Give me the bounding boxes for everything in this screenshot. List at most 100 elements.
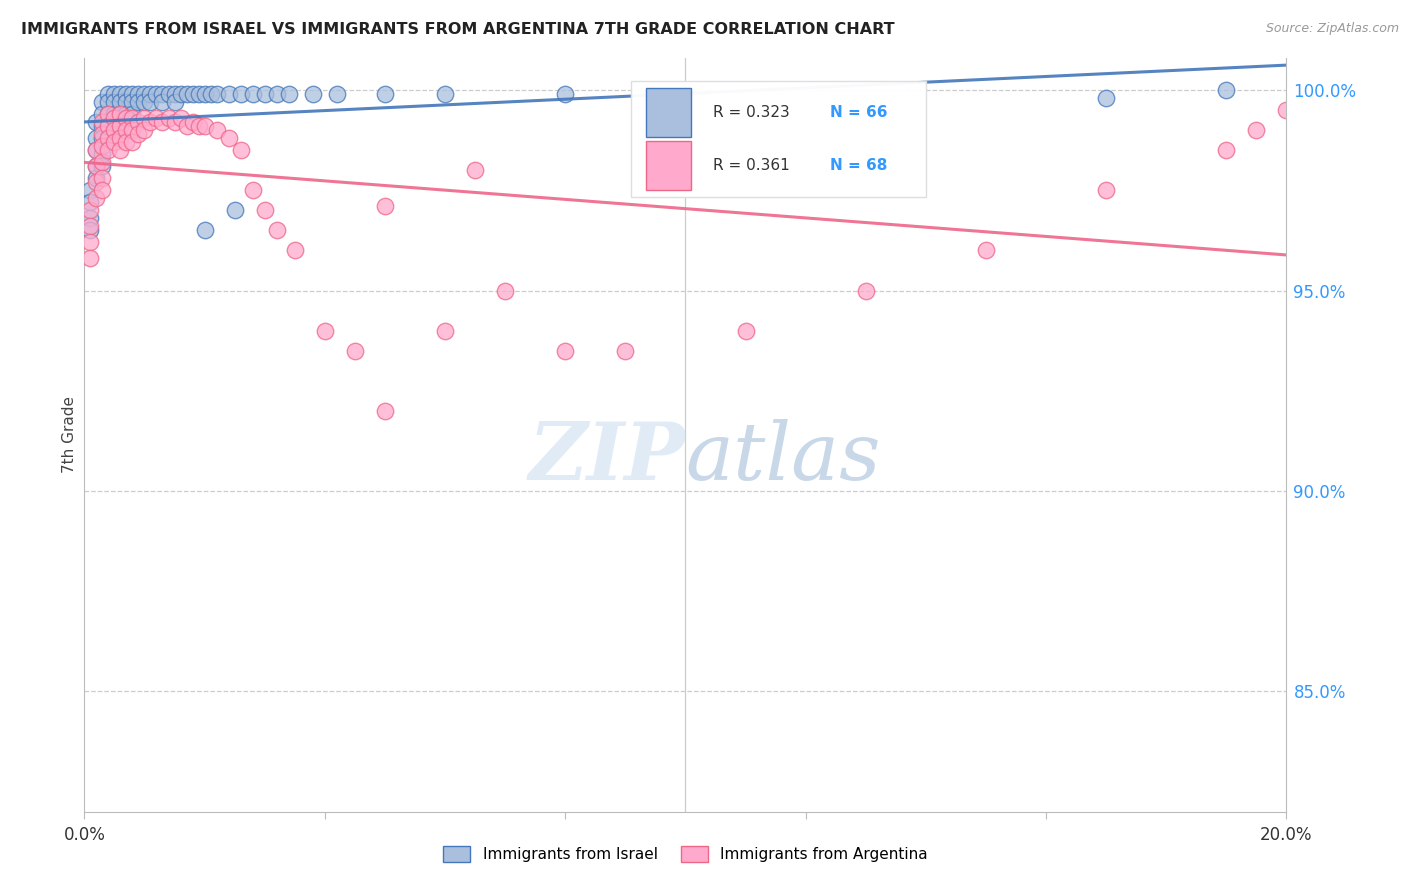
Point — [242, 87, 264, 101]
Point — [494, 284, 516, 298]
Point — [229, 143, 252, 157]
Point — [176, 119, 198, 133]
Bar — [645, 87, 692, 136]
Text: R = 0.323: R = 0.323 — [713, 104, 790, 120]
Point — [91, 115, 114, 129]
Point — [434, 324, 457, 338]
Point — [157, 87, 180, 101]
Point — [91, 127, 114, 141]
Bar — [645, 141, 692, 190]
Point — [134, 111, 156, 125]
Point — [115, 107, 138, 121]
Text: Source: ZipAtlas.com: Source: ZipAtlas.com — [1265, 22, 1399, 36]
Point — [181, 115, 204, 129]
Point — [103, 87, 125, 101]
Point — [145, 87, 167, 101]
Point — [242, 183, 264, 197]
Point — [110, 95, 132, 109]
Point — [79, 235, 101, 250]
Point — [229, 87, 252, 101]
Point — [110, 119, 132, 133]
Text: R = 0.361: R = 0.361 — [713, 159, 790, 173]
Point — [253, 203, 276, 218]
Point — [194, 87, 217, 101]
Point — [181, 87, 204, 101]
Text: ZIP: ZIP — [529, 418, 686, 496]
Point — [115, 95, 138, 109]
Text: IMMIGRANTS FROM ISRAEL VS IMMIGRANTS FROM ARGENTINA 7TH GRADE CORRELATION CHART: IMMIGRANTS FROM ISRAEL VS IMMIGRANTS FRO… — [21, 22, 894, 37]
Point — [134, 123, 156, 137]
Point — [91, 131, 114, 145]
Point — [103, 135, 125, 149]
FancyBboxPatch shape — [631, 80, 927, 197]
Point — [974, 244, 997, 258]
Point — [103, 123, 125, 137]
Point — [86, 171, 108, 186]
Point — [1095, 91, 1118, 105]
Point — [91, 95, 114, 109]
Point — [91, 119, 114, 133]
Point — [91, 155, 114, 169]
Point — [152, 95, 174, 109]
Point — [97, 107, 120, 121]
Point — [115, 123, 138, 137]
Text: N = 66: N = 66 — [830, 104, 887, 120]
Point — [103, 95, 125, 109]
Point — [121, 111, 143, 125]
Text: N = 68: N = 68 — [830, 159, 887, 173]
Point — [374, 199, 396, 213]
Point — [97, 131, 120, 145]
Point — [79, 223, 101, 237]
Point — [115, 111, 138, 125]
Point — [79, 219, 101, 234]
Point — [169, 111, 191, 125]
Point — [314, 324, 336, 338]
Point — [1275, 103, 1298, 117]
Point — [187, 87, 209, 101]
Point — [110, 119, 132, 133]
Point — [127, 95, 149, 109]
Point — [152, 87, 174, 101]
Point — [121, 135, 143, 149]
Point — [157, 111, 180, 125]
Point — [266, 87, 288, 101]
Point — [127, 87, 149, 101]
Point — [86, 191, 108, 205]
Point — [110, 131, 132, 145]
Point — [218, 87, 240, 101]
Point — [86, 159, 108, 173]
Point — [110, 107, 132, 121]
Point — [224, 203, 246, 218]
Point — [205, 123, 228, 137]
Point — [103, 111, 125, 125]
Point — [169, 87, 191, 101]
Point — [1246, 123, 1268, 137]
Point — [343, 343, 366, 358]
Point — [86, 131, 108, 145]
Point — [79, 195, 101, 210]
Point — [86, 143, 108, 157]
Point — [97, 95, 120, 109]
Point — [187, 119, 209, 133]
Point — [374, 404, 396, 418]
Point — [284, 244, 307, 258]
Point — [554, 343, 576, 358]
Point — [91, 139, 114, 153]
Point — [326, 87, 349, 101]
Point — [139, 115, 162, 129]
Point — [253, 87, 276, 101]
Point — [218, 131, 240, 145]
Point — [1215, 143, 1237, 157]
Point — [374, 87, 396, 101]
Point — [121, 123, 143, 137]
Point — [91, 107, 114, 121]
Point — [277, 87, 299, 101]
Point — [97, 87, 120, 101]
Legend: Immigrants from Israel, Immigrants from Argentina: Immigrants from Israel, Immigrants from … — [437, 840, 934, 868]
Point — [139, 95, 162, 109]
Point — [266, 223, 288, 237]
Point — [855, 284, 877, 298]
Point — [91, 147, 114, 161]
Point — [86, 175, 108, 189]
Point — [79, 203, 101, 218]
